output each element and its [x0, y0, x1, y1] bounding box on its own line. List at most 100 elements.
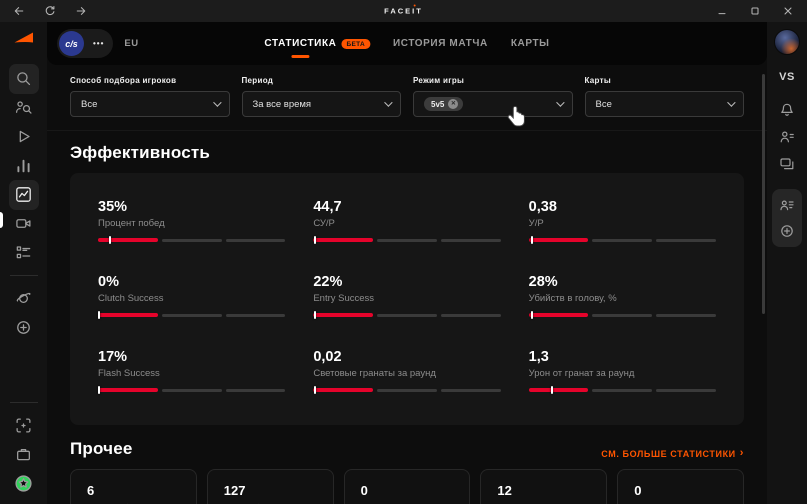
stat-card: 0Эйсов — [617, 469, 744, 504]
minimize-button[interactable] — [715, 4, 729, 18]
bar-chart-icon — [17, 159, 30, 173]
chevron-down-icon — [555, 98, 565, 107]
stat-progress-bar — [313, 386, 501, 394]
filter-label: Период — [241, 76, 274, 85]
party-panel — [772, 189, 802, 247]
cs2-game-icon: c/s — [59, 31, 84, 56]
missions-button[interactable] — [0, 238, 47, 267]
superstar-icon — [15, 475, 32, 492]
close-button[interactable] — [781, 4, 795, 18]
vs-label[interactable]: VS — [779, 71, 795, 83]
stat-progress-bar — [528, 386, 716, 394]
filter-select[interactable]: За все время — [241, 91, 401, 117]
capture-button[interactable] — [0, 411, 47, 440]
stat-value: 35% — [98, 199, 128, 215]
tab-label: ИСТОРИЯ МАТЧА — [392, 38, 488, 49]
tab-статистика[interactable]: СТАТИСТИКА БЕТА — [264, 22, 370, 65]
stat-cell: 35% Процент побед — [98, 199, 286, 244]
card-value: 12 — [497, 483, 512, 498]
game-selector[interactable]: c/s ••• — [57, 29, 114, 58]
stat-progress-bar — [528, 311, 716, 319]
video-camera-icon — [16, 219, 31, 228]
progress-segment — [440, 238, 501, 242]
progress-segment — [656, 238, 716, 242]
worlds-button[interactable] — [0, 284, 47, 313]
filter-group: Период За все время — [241, 76, 401, 117]
faceit-logo-icon[interactable] — [12, 31, 35, 53]
performance-button[interactable] — [0, 179, 47, 210]
progress-marker — [109, 236, 112, 244]
stat-value: 28% — [528, 274, 558, 290]
progress-marker — [314, 311, 317, 319]
progress-segment — [377, 388, 437, 392]
progress-marker — [531, 236, 534, 244]
back-button[interactable] — [12, 4, 26, 18]
filter-label: Карты — [584, 76, 611, 85]
maximize-button[interactable] — [748, 4, 762, 18]
stat-cell: 17% Flash Success — [98, 349, 286, 394]
progress-segment — [161, 313, 222, 317]
friends-button[interactable] — [767, 123, 807, 150]
search-button[interactable] — [0, 63, 47, 94]
game-more-menu[interactable]: ••• — [93, 39, 105, 48]
stats-button[interactable] — [0, 151, 47, 180]
chip-remove-icon[interactable]: ✕ — [448, 99, 459, 109]
stat-value: 1,3 — [528, 349, 549, 365]
vertical-scrollbar[interactable] — [762, 74, 765, 314]
progress-segment-filled — [98, 388, 158, 392]
progress-segment — [225, 238, 286, 242]
stat-label: СУ/Р — [313, 218, 335, 229]
filter-value: Все — [81, 98, 98, 110]
tab-label: КАРТЫ — [510, 38, 550, 49]
inventory-button[interactable] — [0, 440, 47, 469]
progress-segment — [592, 388, 653, 392]
see-more-stats-link[interactable]: СМ. БОЛЬШЕ СТАТИСТИКИ › — [601, 448, 744, 459]
stat-cell: 28% Убийств в голову, % — [528, 274, 716, 319]
stat-progress-bar — [313, 311, 501, 319]
find-players-button[interactable] — [0, 93, 47, 122]
progress-segment-filled — [98, 238, 158, 242]
progress-segment-filled — [313, 313, 374, 317]
forward-button[interactable] — [74, 4, 88, 18]
line-chart-icon — [16, 187, 31, 202]
progress-segment — [656, 388, 716, 392]
stat-cell: 0,02 Световые гранаты за раунд — [313, 349, 501, 394]
notifications-button[interactable] — [767, 96, 807, 123]
invite-to-party-button[interactable] — [767, 218, 807, 244]
user-avatar[interactable] — [774, 29, 800, 55]
stat-label: Урон от гранат за раунд — [528, 368, 635, 379]
reload-button[interactable] — [43, 4, 57, 18]
nav-tabs: СТАТИСТИКА БЕТА ИСТОРИЯ МАТЧА КАРТЫ — [264, 22, 549, 65]
add-game-button[interactable] — [0, 313, 47, 342]
filter-select[interactable]: Все — [70, 91, 230, 117]
progress-segment-filled — [528, 313, 589, 317]
close-icon — [784, 7, 792, 15]
stats-content: Эффективность 35% Процент побед 44,7 СУ/Р 0,… — [47, 131, 767, 504]
filter-chip: 5v5 ✕ — [424, 97, 464, 111]
party-button[interactable] — [767, 192, 807, 218]
capture-icon — [16, 418, 31, 433]
stat-value: 17% — [98, 349, 128, 365]
clips-button[interactable] — [0, 209, 47, 238]
stat-progress-bar — [98, 311, 286, 319]
stat-label: У/Р — [528, 218, 544, 229]
tab-история-матча[interactable]: ИСТОРИЯ МАТЧА — [393, 22, 488, 65]
plus-circle-icon — [17, 321, 30, 334]
filter-select[interactable]: Все — [584, 91, 744, 117]
titlebar: FACEIT — [0, 0, 807, 22]
stat-card: 12MVP — [480, 469, 608, 504]
superstar-button[interactable] — [0, 469, 47, 498]
chat-button[interactable] — [767, 150, 807, 177]
play-button[interactable] — [0, 122, 47, 151]
filter-select[interactable]: 5v5 ✕ — [413, 91, 573, 117]
performance-icon-box — [8, 179, 39, 210]
filter-value: За все время — [252, 98, 312, 110]
card-value: 0 — [634, 483, 642, 498]
progress-segment — [377, 238, 437, 242]
filter-label: Режим игры — [413, 76, 465, 85]
chevron-down-icon — [727, 98, 736, 107]
active-indicator — [0, 212, 3, 228]
tab-label: СТАТИСТИКА — [264, 22, 336, 65]
progress-marker — [98, 386, 100, 394]
tab-карты[interactable]: КАРТЫ — [511, 22, 550, 65]
